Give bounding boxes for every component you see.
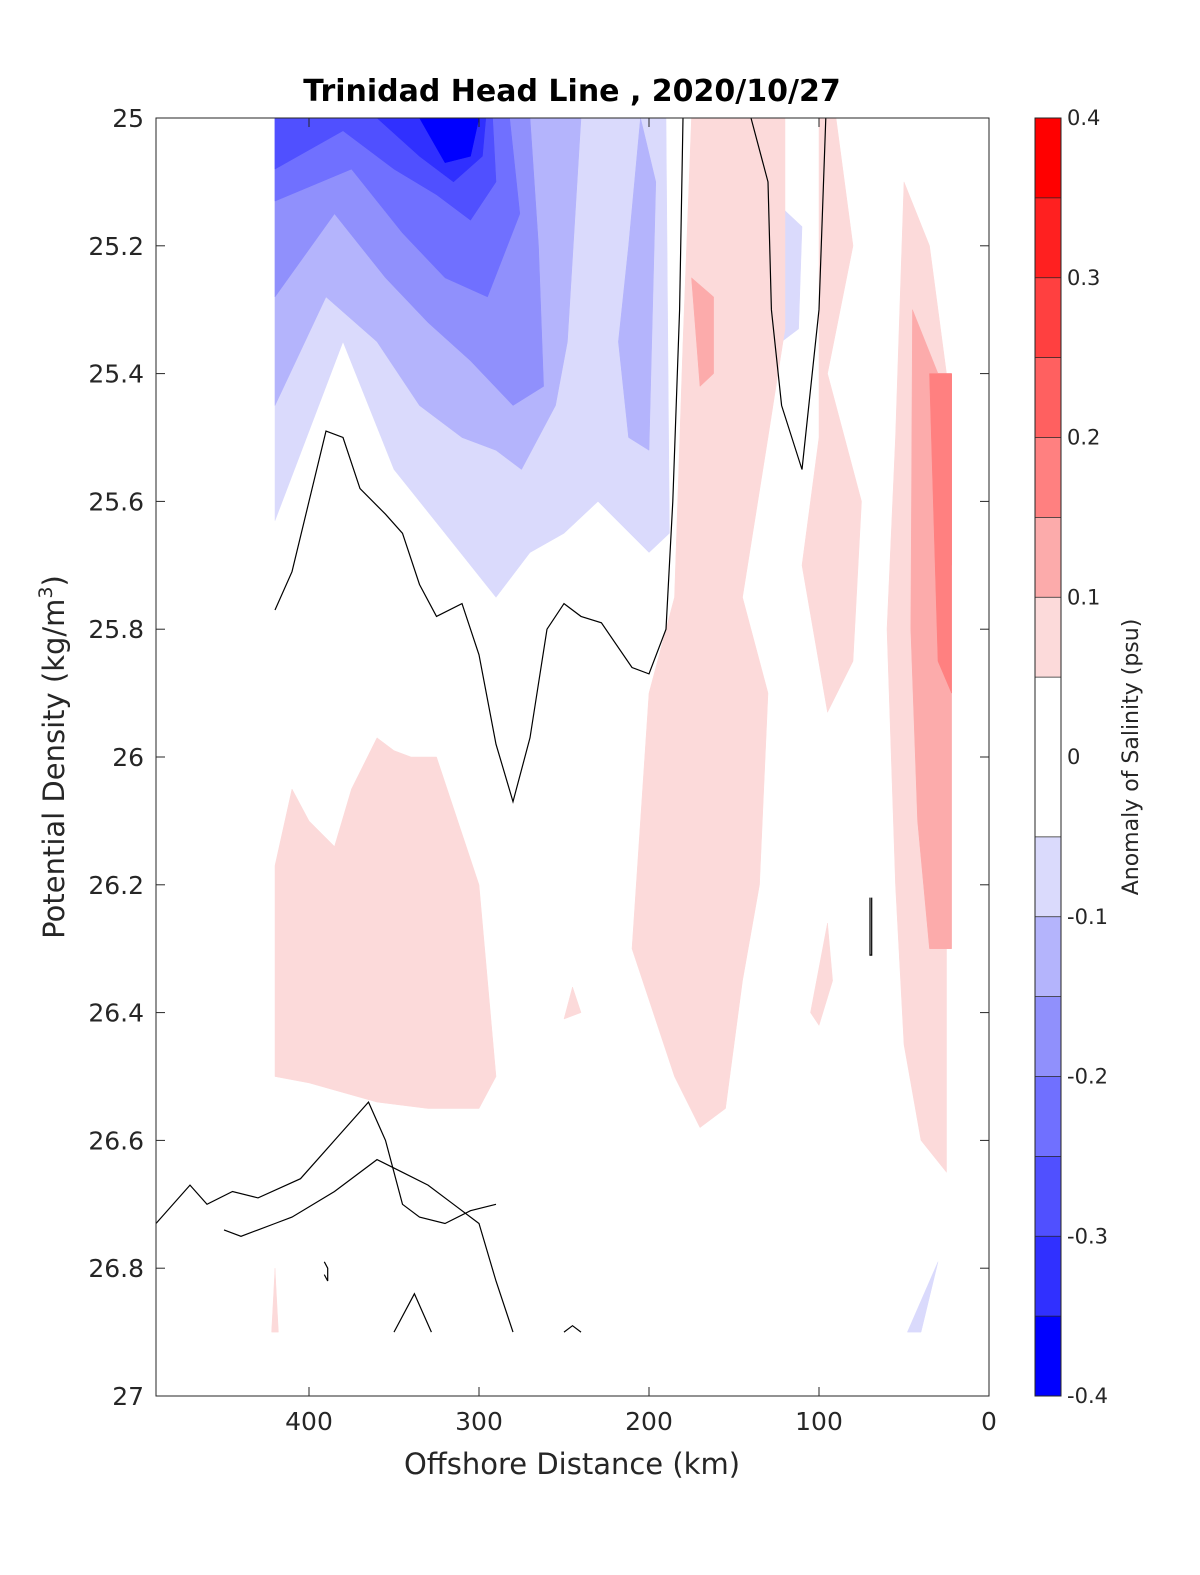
colorbar: 0.4 0.3 0.2 0.1 0 -0.1 -0.2 -0.3 -0.4 Anomaly of…: [1034, 106, 1144, 1408]
x-tick-label: 200: [625, 1407, 673, 1436]
colorbar-swatch: [1035, 836, 1061, 917]
colorbar-swatch: [1035, 197, 1061, 278]
colorbar-swatch: [1035, 437, 1061, 518]
region-fresh-small-02: [907, 1261, 939, 1333]
y-tick-label: 25.6: [88, 487, 144, 516]
y-tick-label: 26.2: [88, 871, 144, 900]
colorbar-tick-label: -0.3: [1067, 1224, 1108, 1248]
region-salty-03: [801, 117, 862, 714]
zero-line-deep: [223, 1158, 514, 1333]
region-salty-06: [271, 1268, 279, 1333]
region-fresh-core-02b: [618, 117, 657, 451]
colorbar-swatch: [1035, 1316, 1061, 1396]
y-axis-label: Potential Density (kg/m3): [35, 575, 71, 939]
colorbar-swatch: [1035, 677, 1061, 837]
contour-lines: [155, 117, 873, 1333]
colorbar-tick-label: -0.1: [1067, 905, 1108, 929]
colorbar-tick-label: 0.2: [1067, 426, 1100, 450]
colorbar-swatches: [1035, 117, 1061, 1397]
y-tick-label: 25.2: [88, 232, 144, 261]
colorbar-tick-label: -0.2: [1067, 1065, 1108, 1089]
colorbar-swatch: [1035, 517, 1061, 598]
region-salty-05: [810, 923, 833, 1026]
y-ticks: 25 25.2 25.4 25.6 25.8 26 26.2 26.4 26.6 26.8 27: [88, 104, 989, 1411]
colorbar-swatch: [1035, 277, 1061, 358]
chart-title: Trinidad Head Line , 2020/10/27: [303, 74, 840, 109]
y-tick-label: 25.4: [88, 360, 144, 389]
contour-bump-02: [563, 1324, 582, 1333]
plot-area: 400 300 200 100 0 25 25.2 25.4 25.6 25.8 26 26.2 26…: [88, 104, 997, 1436]
colorbar-tick-label: 0.3: [1067, 266, 1100, 290]
zero-line-west: [274, 117, 684, 804]
y-tick-label: 26.6: [88, 1126, 144, 1155]
colorbar-tick-label: -0.4: [1067, 1384, 1108, 1408]
colorbar-swatch: [1035, 1236, 1061, 1317]
zero-line-mid: [750, 117, 827, 470]
y-tick-label: 26.4: [88, 999, 144, 1028]
y-tick-label: 26: [112, 743, 144, 772]
y-axis-label-close: ): [37, 575, 71, 586]
zero-line-deep-east: [155, 1101, 497, 1225]
filled-regions: [271, 117, 952, 1333]
region-salty-01: [274, 737, 497, 1109]
y-tick-label: 25: [112, 104, 144, 133]
x-tick-label: 300: [455, 1407, 503, 1436]
colorbar-swatch: [1035, 996, 1061, 1077]
colorbar-tick-label: 0: [1067, 745, 1080, 769]
x-axis-label: Offshore Distance (km): [404, 1447, 740, 1481]
y-axis-label-main: Potential Density (kg/m: [37, 599, 71, 939]
y-tick-label: 27: [112, 1382, 144, 1411]
colorbar-swatch: [1035, 118, 1061, 198]
y-tick-label: 26.8: [88, 1254, 144, 1283]
colorbar-swatch: [1035, 597, 1061, 678]
colorbar-label: Anomaly of Salinity (psu): [1119, 619, 1144, 896]
colorbar-ticks: 0.4 0.3 0.2 0.1 0 -0.1 -0.2 -0.3 -0.4: [1067, 106, 1108, 1408]
colorbar-tick-label: 0.1: [1067, 585, 1100, 609]
colorbar-frame: [1034, 117, 1062, 1397]
y-tick-label: 25.8: [88, 615, 144, 644]
contour-small-02: [323, 1261, 329, 1282]
y-axis-label-sup: 3: [35, 586, 57, 598]
x-tick-label: 400: [285, 1407, 333, 1436]
contour-small-01: [869, 897, 873, 956]
region-salty-07: [563, 986, 582, 1020]
contour-bump-01: [393, 1292, 432, 1333]
colorbar-tick-label: 0.4: [1067, 106, 1100, 130]
region-salty-11: [937, 373, 952, 566]
x-tick-label: 100: [795, 1407, 843, 1436]
x-ticks: 400 300 200 100 0: [285, 118, 997, 1436]
region-salty-02: [631, 117, 786, 1128]
colorbar-swatch: [1035, 916, 1061, 997]
region-salty-10: [691, 277, 714, 387]
colorbar-swatch: [1035, 1156, 1061, 1237]
x-tick-label: 0: [981, 1407, 997, 1436]
colorbar-swatch: [1035, 1076, 1061, 1157]
colorbar-swatch: [1035, 357, 1061, 438]
